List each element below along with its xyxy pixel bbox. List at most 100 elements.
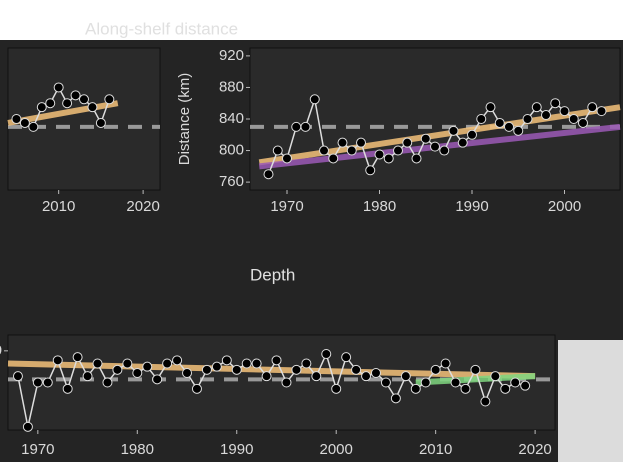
data-point — [88, 103, 97, 112]
y-tick-label: -100 — [0, 342, 2, 359]
data-point — [411, 384, 420, 393]
x-tick-label: 1990 — [220, 441, 253, 458]
chart-title: Along-shelf distance — [85, 19, 238, 38]
data-point — [320, 146, 329, 155]
x-tick-label: 2000 — [548, 198, 581, 215]
data-point — [33, 378, 42, 387]
data-point — [222, 356, 231, 365]
data-point — [403, 138, 412, 147]
data-point — [292, 122, 301, 131]
data-point — [391, 394, 400, 403]
x-tick-label: 1970 — [270, 198, 303, 215]
data-point — [302, 359, 311, 368]
data-point — [511, 378, 520, 387]
data-point — [12, 115, 21, 124]
data-point — [282, 378, 291, 387]
data-point — [352, 365, 361, 374]
data-point — [357, 138, 366, 147]
data-point — [366, 166, 375, 175]
y-tick-label: 880 — [219, 78, 244, 95]
y-tick-label: 800 — [219, 142, 244, 159]
data-point — [103, 378, 112, 387]
data-point — [486, 103, 495, 112]
y-tick-label: 920 — [219, 47, 244, 64]
data-point — [461, 384, 470, 393]
data-point — [329, 154, 338, 163]
data-point — [468, 130, 477, 139]
data-point — [202, 365, 211, 374]
data-point — [375, 150, 384, 159]
data-point — [29, 122, 38, 131]
y-axis-label: Distance (km) — [176, 73, 193, 166]
data-point — [362, 372, 371, 381]
data-point — [431, 365, 440, 374]
x-tick-label: 2010 — [419, 441, 452, 458]
data-point — [597, 107, 606, 116]
data-point — [163, 359, 172, 368]
data-point — [262, 372, 271, 381]
data-point — [551, 99, 560, 108]
data-point — [133, 369, 142, 378]
data-point — [371, 369, 380, 378]
data-point — [113, 365, 122, 374]
data-point — [338, 138, 347, 147]
x-tick-label: 1980 — [363, 198, 396, 215]
data-point — [123, 359, 132, 368]
chart-title: Depth — [250, 265, 295, 284]
x-tick-label: 2010 — [42, 198, 75, 215]
data-point — [20, 118, 29, 127]
data-point — [514, 126, 523, 135]
data-point — [532, 103, 541, 112]
data-point — [93, 359, 102, 368]
data-point — [272, 356, 281, 365]
x-tick-label: 2000 — [320, 441, 353, 458]
data-point — [421, 378, 430, 387]
data-point — [560, 107, 569, 116]
data-point — [481, 397, 490, 406]
data-point — [441, 359, 450, 368]
data-point — [252, 359, 261, 368]
data-point — [232, 365, 241, 374]
data-point — [46, 99, 55, 108]
data-point — [54, 83, 63, 92]
data-point — [347, 146, 356, 155]
data-point — [292, 365, 301, 374]
figure: Along-shelf distance Distance (km) 1970 198… — [0, 0, 623, 462]
data-point — [192, 384, 201, 393]
data-point — [53, 356, 62, 365]
plot-panel — [250, 48, 620, 190]
data-point — [83, 372, 92, 381]
data-point — [264, 170, 273, 179]
data-point — [421, 134, 430, 143]
data-point — [212, 362, 221, 371]
data-point — [521, 381, 530, 390]
data-point — [449, 126, 458, 135]
data-point — [412, 154, 421, 163]
data-point — [523, 115, 532, 124]
data-point — [381, 378, 390, 387]
data-point — [242, 359, 251, 368]
data-point — [588, 103, 597, 112]
data-point — [183, 369, 192, 378]
data-point — [105, 95, 114, 104]
data-point — [96, 118, 105, 127]
data-point — [579, 118, 588, 127]
data-point — [173, 356, 182, 365]
data-point — [501, 384, 510, 393]
data-point — [310, 95, 319, 104]
data-point — [384, 154, 393, 163]
data-point — [451, 378, 460, 387]
data-point — [143, 362, 152, 371]
data-point — [73, 353, 82, 362]
data-point — [401, 372, 410, 381]
data-point — [23, 422, 32, 431]
data-point — [440, 146, 449, 155]
data-point — [394, 146, 403, 155]
x-tick-label: 2020 — [126, 198, 159, 215]
x-tick-label: 1990 — [455, 198, 488, 215]
x-tick-label: 2020 — [518, 441, 551, 458]
data-point — [542, 111, 551, 120]
data-point — [477, 115, 486, 124]
data-point — [153, 375, 162, 384]
data-point — [505, 122, 514, 131]
